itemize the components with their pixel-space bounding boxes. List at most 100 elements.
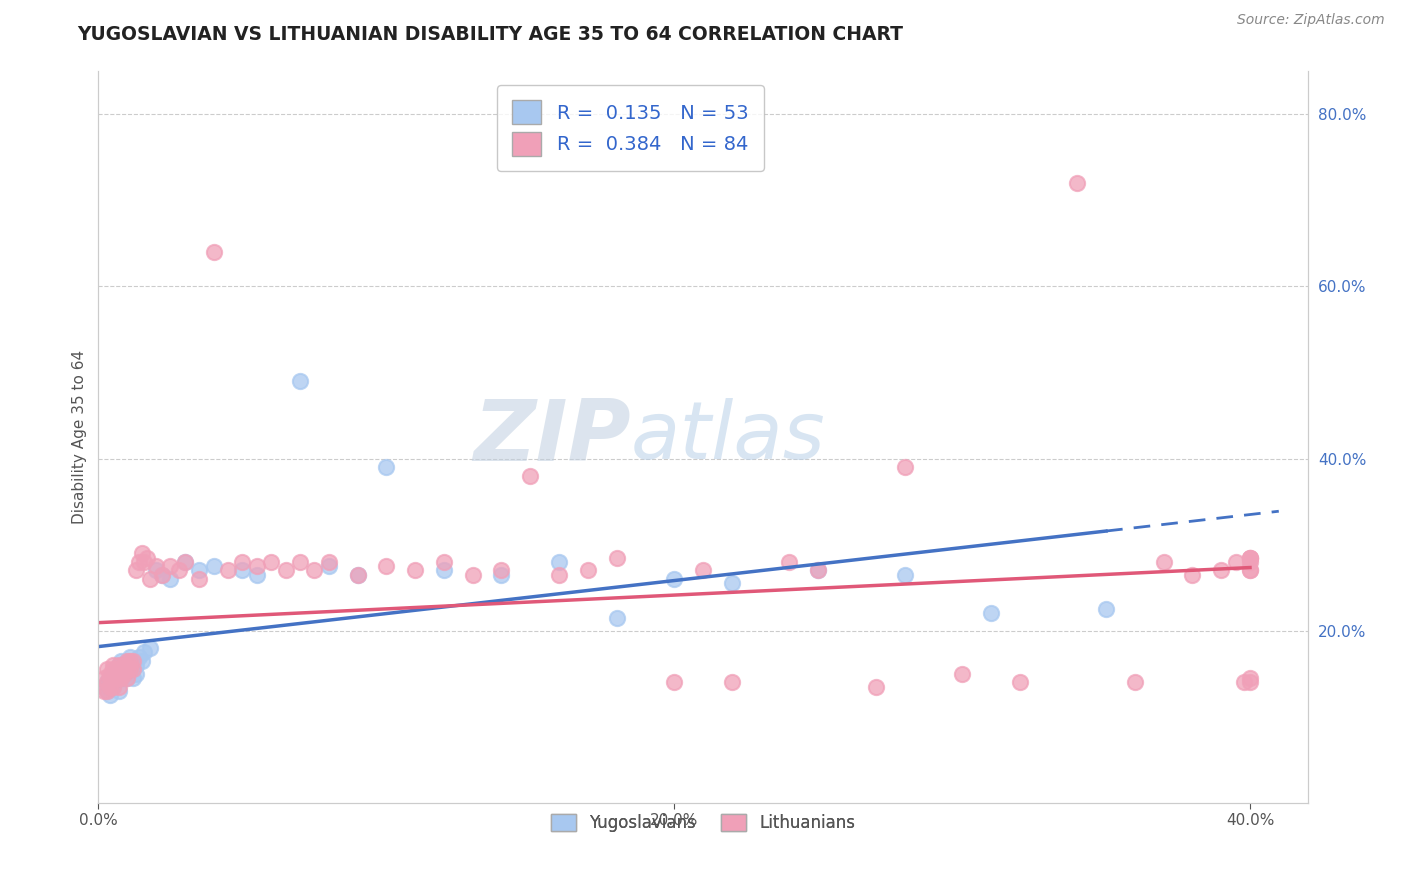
- Point: [107, 680, 129, 694]
- Point: [1153, 555, 1175, 569]
- Point: [1239, 550, 1261, 565]
- Point: [346, 567, 368, 582]
- Point: [246, 567, 269, 582]
- Point: [664, 572, 686, 586]
- Point: [461, 567, 484, 582]
- Point: [122, 671, 145, 685]
- Point: [104, 666, 127, 681]
- Text: atlas: atlas: [630, 398, 825, 476]
- Point: [139, 572, 162, 586]
- Point: [1239, 564, 1261, 578]
- Point: [101, 680, 124, 694]
- Point: [125, 658, 148, 673]
- Point: [125, 666, 148, 681]
- Point: [110, 662, 132, 676]
- Point: [1239, 550, 1261, 565]
- Point: [139, 640, 162, 655]
- Point: [120, 662, 142, 676]
- Point: [101, 675, 124, 690]
- Point: [231, 564, 253, 578]
- Point: [865, 680, 887, 694]
- Point: [1239, 675, 1261, 690]
- Point: [107, 684, 129, 698]
- Point: [260, 555, 283, 569]
- Text: ZIP: ZIP: [472, 395, 630, 479]
- Point: [101, 671, 124, 685]
- Point: [120, 649, 142, 664]
- Point: [246, 559, 269, 574]
- Point: [112, 666, 135, 681]
- Point: [548, 567, 571, 582]
- Point: [115, 671, 138, 685]
- Point: [1233, 675, 1256, 690]
- Point: [107, 666, 129, 681]
- Point: [96, 662, 118, 676]
- Point: [318, 559, 340, 574]
- Text: Source: ZipAtlas.com: Source: ZipAtlas.com: [1237, 13, 1385, 28]
- Point: [1123, 675, 1146, 690]
- Point: [101, 666, 124, 681]
- Point: [150, 567, 173, 582]
- Point: [188, 572, 211, 586]
- Point: [606, 550, 628, 565]
- Point: [893, 460, 915, 475]
- Point: [110, 671, 132, 685]
- Point: [104, 671, 127, 685]
- Point: [96, 684, 118, 698]
- Point: [112, 658, 135, 673]
- Point: [159, 572, 181, 586]
- Point: [304, 564, 326, 578]
- Point: [1239, 550, 1261, 565]
- Point: [288, 555, 311, 569]
- Point: [115, 662, 138, 676]
- Point: [548, 555, 571, 569]
- Point: [188, 564, 211, 578]
- Point: [104, 671, 127, 685]
- Point: [519, 468, 541, 483]
- Point: [98, 680, 121, 694]
- Point: [107, 658, 129, 673]
- Point: [159, 559, 181, 574]
- Point: [167, 564, 190, 578]
- Point: [104, 662, 127, 676]
- Point: [807, 564, 830, 578]
- Point: [107, 671, 129, 685]
- Point: [110, 671, 132, 685]
- Point: [145, 564, 167, 578]
- Point: [1239, 671, 1261, 685]
- Point: [136, 550, 159, 565]
- Point: [120, 658, 142, 673]
- Point: [115, 654, 138, 668]
- Point: [950, 666, 973, 681]
- Point: [128, 649, 150, 664]
- Point: [980, 607, 1002, 621]
- Point: [101, 680, 124, 694]
- Point: [274, 564, 297, 578]
- Point: [576, 564, 599, 578]
- Point: [98, 688, 121, 702]
- Point: [231, 555, 253, 569]
- Point: [93, 680, 115, 694]
- Point: [131, 654, 153, 668]
- Point: [491, 564, 513, 578]
- Point: [433, 564, 456, 578]
- Point: [96, 684, 118, 698]
- Point: [893, 567, 915, 582]
- Point: [202, 245, 225, 260]
- Point: [807, 564, 830, 578]
- Point: [112, 666, 135, 681]
- Point: [491, 567, 513, 582]
- Y-axis label: Disability Age 35 to 64: Disability Age 35 to 64: [72, 350, 87, 524]
- Point: [150, 567, 173, 582]
- Point: [720, 675, 742, 690]
- Point: [145, 559, 167, 574]
- Point: [115, 662, 138, 676]
- Point: [96, 675, 118, 690]
- Point: [131, 546, 153, 560]
- Point: [107, 658, 129, 673]
- Point: [134, 645, 156, 659]
- Point: [115, 671, 138, 685]
- Point: [1181, 567, 1204, 582]
- Text: YUGOSLAVIAN VS LITHUANIAN DISABILITY AGE 35 TO 64 CORRELATION CHART: YUGOSLAVIAN VS LITHUANIAN DISABILITY AGE…: [77, 25, 903, 44]
- Point: [404, 564, 426, 578]
